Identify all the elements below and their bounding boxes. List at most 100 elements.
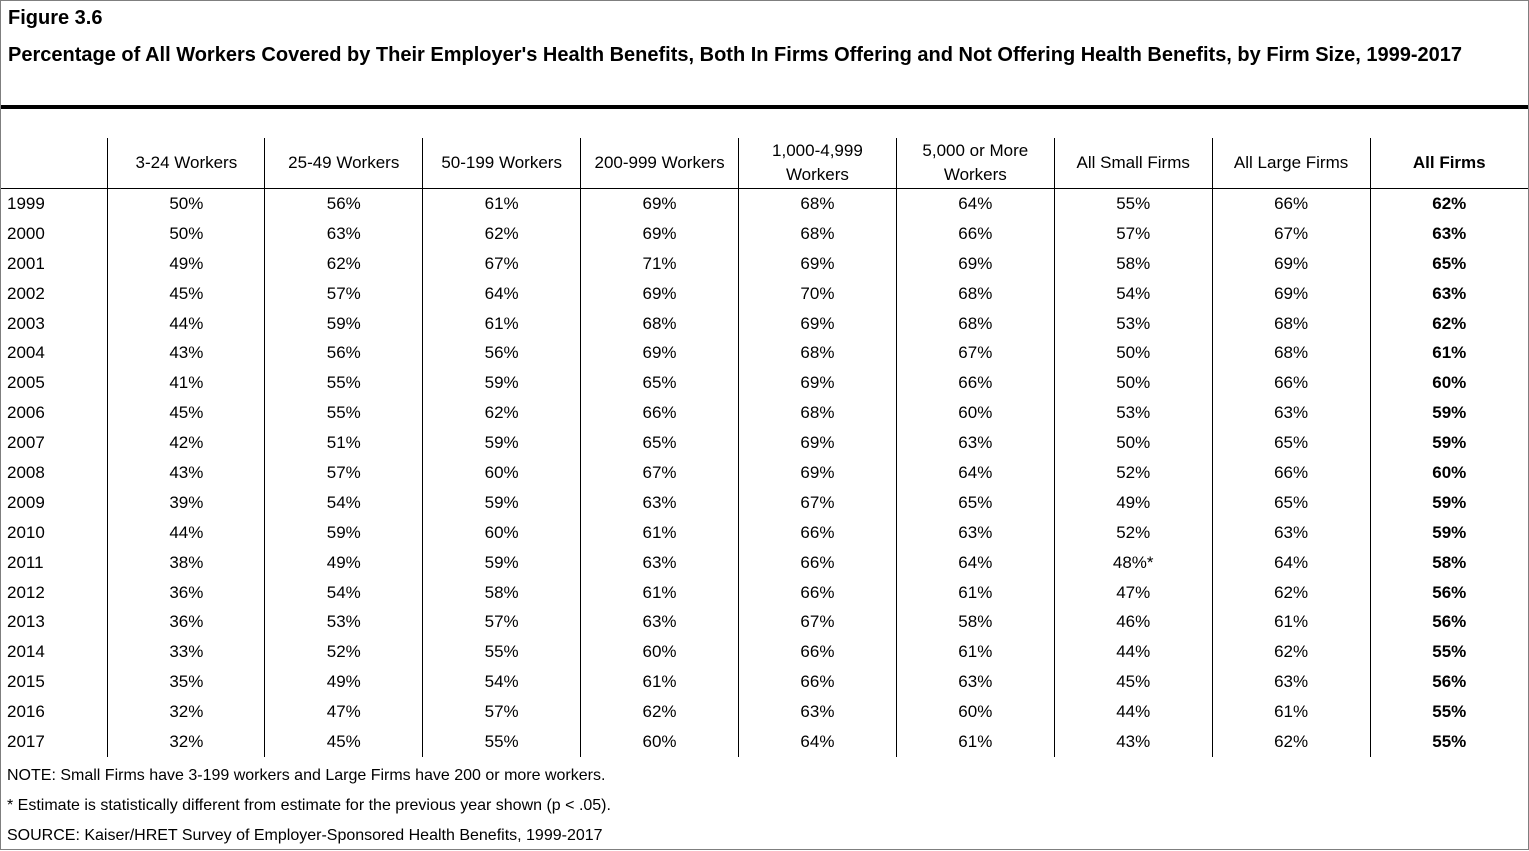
- table-cell: 61%: [1211, 607, 1371, 638]
- table-cell: 46%: [1053, 607, 1213, 638]
- footnote-line: SOURCE: Kaiser/HRET Survey of Employer-S…: [7, 827, 603, 844]
- column-header: 25-49 Workers: [264, 138, 423, 189]
- table-row: 2011 38% 49% 59% 63% 66% 64% 48%* 64% 58%: [1, 547, 1528, 578]
- table-cell: 50%: [1053, 428, 1213, 459]
- table-cell: 64%: [737, 727, 897, 757]
- table-cell: 67%: [1211, 218, 1371, 249]
- footnote-line: * Estimate is statistically different fr…: [7, 797, 611, 814]
- table-row: 2002 45% 57% 64% 69% 70% 68% 54% 69% 63%: [1, 278, 1528, 309]
- table-cell: 47%: [1053, 577, 1213, 608]
- table-cell: 68%: [895, 278, 1055, 309]
- row-year-label: 2008: [7, 462, 45, 482]
- table-cell: 57%: [422, 607, 581, 638]
- table-cell: 59%: [422, 547, 581, 578]
- table-cell: 56%: [264, 188, 423, 219]
- table-cell: 67%: [737, 607, 897, 638]
- table-cell: 53%: [1053, 308, 1213, 339]
- table-cell: 59%: [1369, 487, 1528, 518]
- table-cell: 65%: [895, 487, 1055, 518]
- row-year-label: 2006: [7, 403, 45, 423]
- table-cell: 65%: [580, 368, 739, 399]
- row-year-label: 2010: [7, 522, 45, 542]
- figure-label: Figure 3.6: [8, 7, 103, 29]
- table-cell: 44%: [1053, 697, 1213, 728]
- row-year-label: 2001: [7, 253, 45, 273]
- table-cell: 60%: [1369, 458, 1528, 488]
- table-cell: 63%: [1211, 667, 1371, 698]
- table-cell: 66%: [737, 667, 897, 698]
- row-year-label: 2014: [7, 642, 45, 662]
- table-cell: 69%: [737, 308, 897, 339]
- table-cell: 62%: [422, 398, 581, 429]
- row-year-label: 2002: [7, 283, 45, 303]
- table-cell: 69%: [580, 188, 739, 219]
- table-cell: 54%: [264, 577, 423, 608]
- table-cell: 44%: [107, 308, 265, 339]
- table-cell: 45%: [107, 278, 265, 309]
- table-cell: 66%: [1211, 368, 1371, 399]
- table-cell: 61%: [580, 667, 739, 698]
- table-row: 2004 43% 56% 56% 69% 68% 67% 50% 68% 61%: [1, 338, 1528, 369]
- table-cell: 67%: [895, 338, 1055, 369]
- table-cell: 69%: [895, 248, 1055, 279]
- table-cell: 60%: [895, 398, 1055, 429]
- table-cell: 62%: [1369, 308, 1528, 339]
- figure-title: Percentage of All Workers Covered by The…: [8, 44, 1462, 66]
- table-row: 2009 39% 54% 59% 63% 67% 65% 49% 65% 59%: [1, 487, 1528, 518]
- table-cell: 58%: [1369, 547, 1528, 578]
- table-cell: 63%: [580, 547, 739, 578]
- table-cell: 68%: [737, 398, 897, 429]
- table-cell: 69%: [737, 428, 897, 459]
- table-cell: 70%: [737, 278, 897, 309]
- table-cell: 63%: [264, 218, 423, 249]
- column-header: 1,000-4,999 Workers: [737, 138, 897, 189]
- table-cell: 56%: [264, 338, 423, 369]
- table-cell: 38%: [107, 547, 265, 578]
- table-cell: 66%: [737, 517, 897, 548]
- table-cell: 56%: [1369, 667, 1528, 698]
- table-cell: 66%: [580, 398, 739, 429]
- table-cell: 60%: [422, 517, 581, 548]
- title-divider: [1, 105, 1528, 109]
- table-cell: 41%: [107, 368, 265, 399]
- table-cell: 43%: [107, 338, 265, 369]
- table-cell: 53%: [1053, 398, 1213, 429]
- table-cell: 45%: [1053, 667, 1213, 698]
- table-cell: 61%: [580, 577, 739, 608]
- table-cell: 55%: [264, 368, 423, 399]
- table-cell: 54%: [422, 667, 581, 698]
- table-cell: 68%: [1211, 338, 1371, 369]
- table-cell: 63%: [895, 667, 1055, 698]
- table-cell: 64%: [895, 458, 1055, 488]
- row-year-label: 2009: [7, 492, 45, 512]
- table-cell: 55%: [1369, 727, 1528, 757]
- table-cell: 61%: [580, 517, 739, 548]
- table-row: 2000 50% 63% 62% 69% 68% 66% 57% 67% 63%: [1, 218, 1528, 249]
- table-cell: 56%: [1369, 607, 1528, 638]
- row-year-label: 2005: [7, 373, 45, 393]
- table-cell: 57%: [264, 278, 423, 309]
- table-cell: 49%: [264, 547, 423, 578]
- table-cell: 57%: [422, 697, 581, 728]
- table-row: 1999 50% 56% 61% 69% 68% 64% 55% 66% 62%: [1, 188, 1528, 219]
- table-row: 2005 41% 55% 59% 65% 69% 66% 50% 66% 60%: [1, 368, 1528, 399]
- table-cell: 58%: [1053, 248, 1213, 279]
- column-header: All Large Firms: [1211, 138, 1371, 189]
- table-row: 2007 42% 51% 59% 65% 69% 63% 50% 65% 59%: [1, 428, 1528, 459]
- table-cell: 36%: [107, 607, 265, 638]
- table-cell: 61%: [1369, 338, 1528, 369]
- table-cell: 49%: [107, 248, 265, 279]
- table-cell: 62%: [1211, 727, 1371, 757]
- table-cell: 66%: [737, 547, 897, 578]
- table-cell: 63%: [580, 607, 739, 638]
- row-year-label: 2011: [7, 552, 44, 572]
- row-year-label: 2003: [7, 313, 45, 333]
- table-cell: 33%: [107, 637, 265, 668]
- table-row: 2010 44% 59% 60% 61% 66% 63% 52% 63% 59%: [1, 517, 1528, 548]
- table-cell: 69%: [737, 368, 897, 399]
- table-cell: 71%: [580, 248, 739, 279]
- table-cell: 45%: [107, 398, 265, 429]
- table-cell: 63%: [895, 517, 1055, 548]
- table-cell: 68%: [580, 308, 739, 339]
- row-year-label: 2004: [7, 343, 45, 363]
